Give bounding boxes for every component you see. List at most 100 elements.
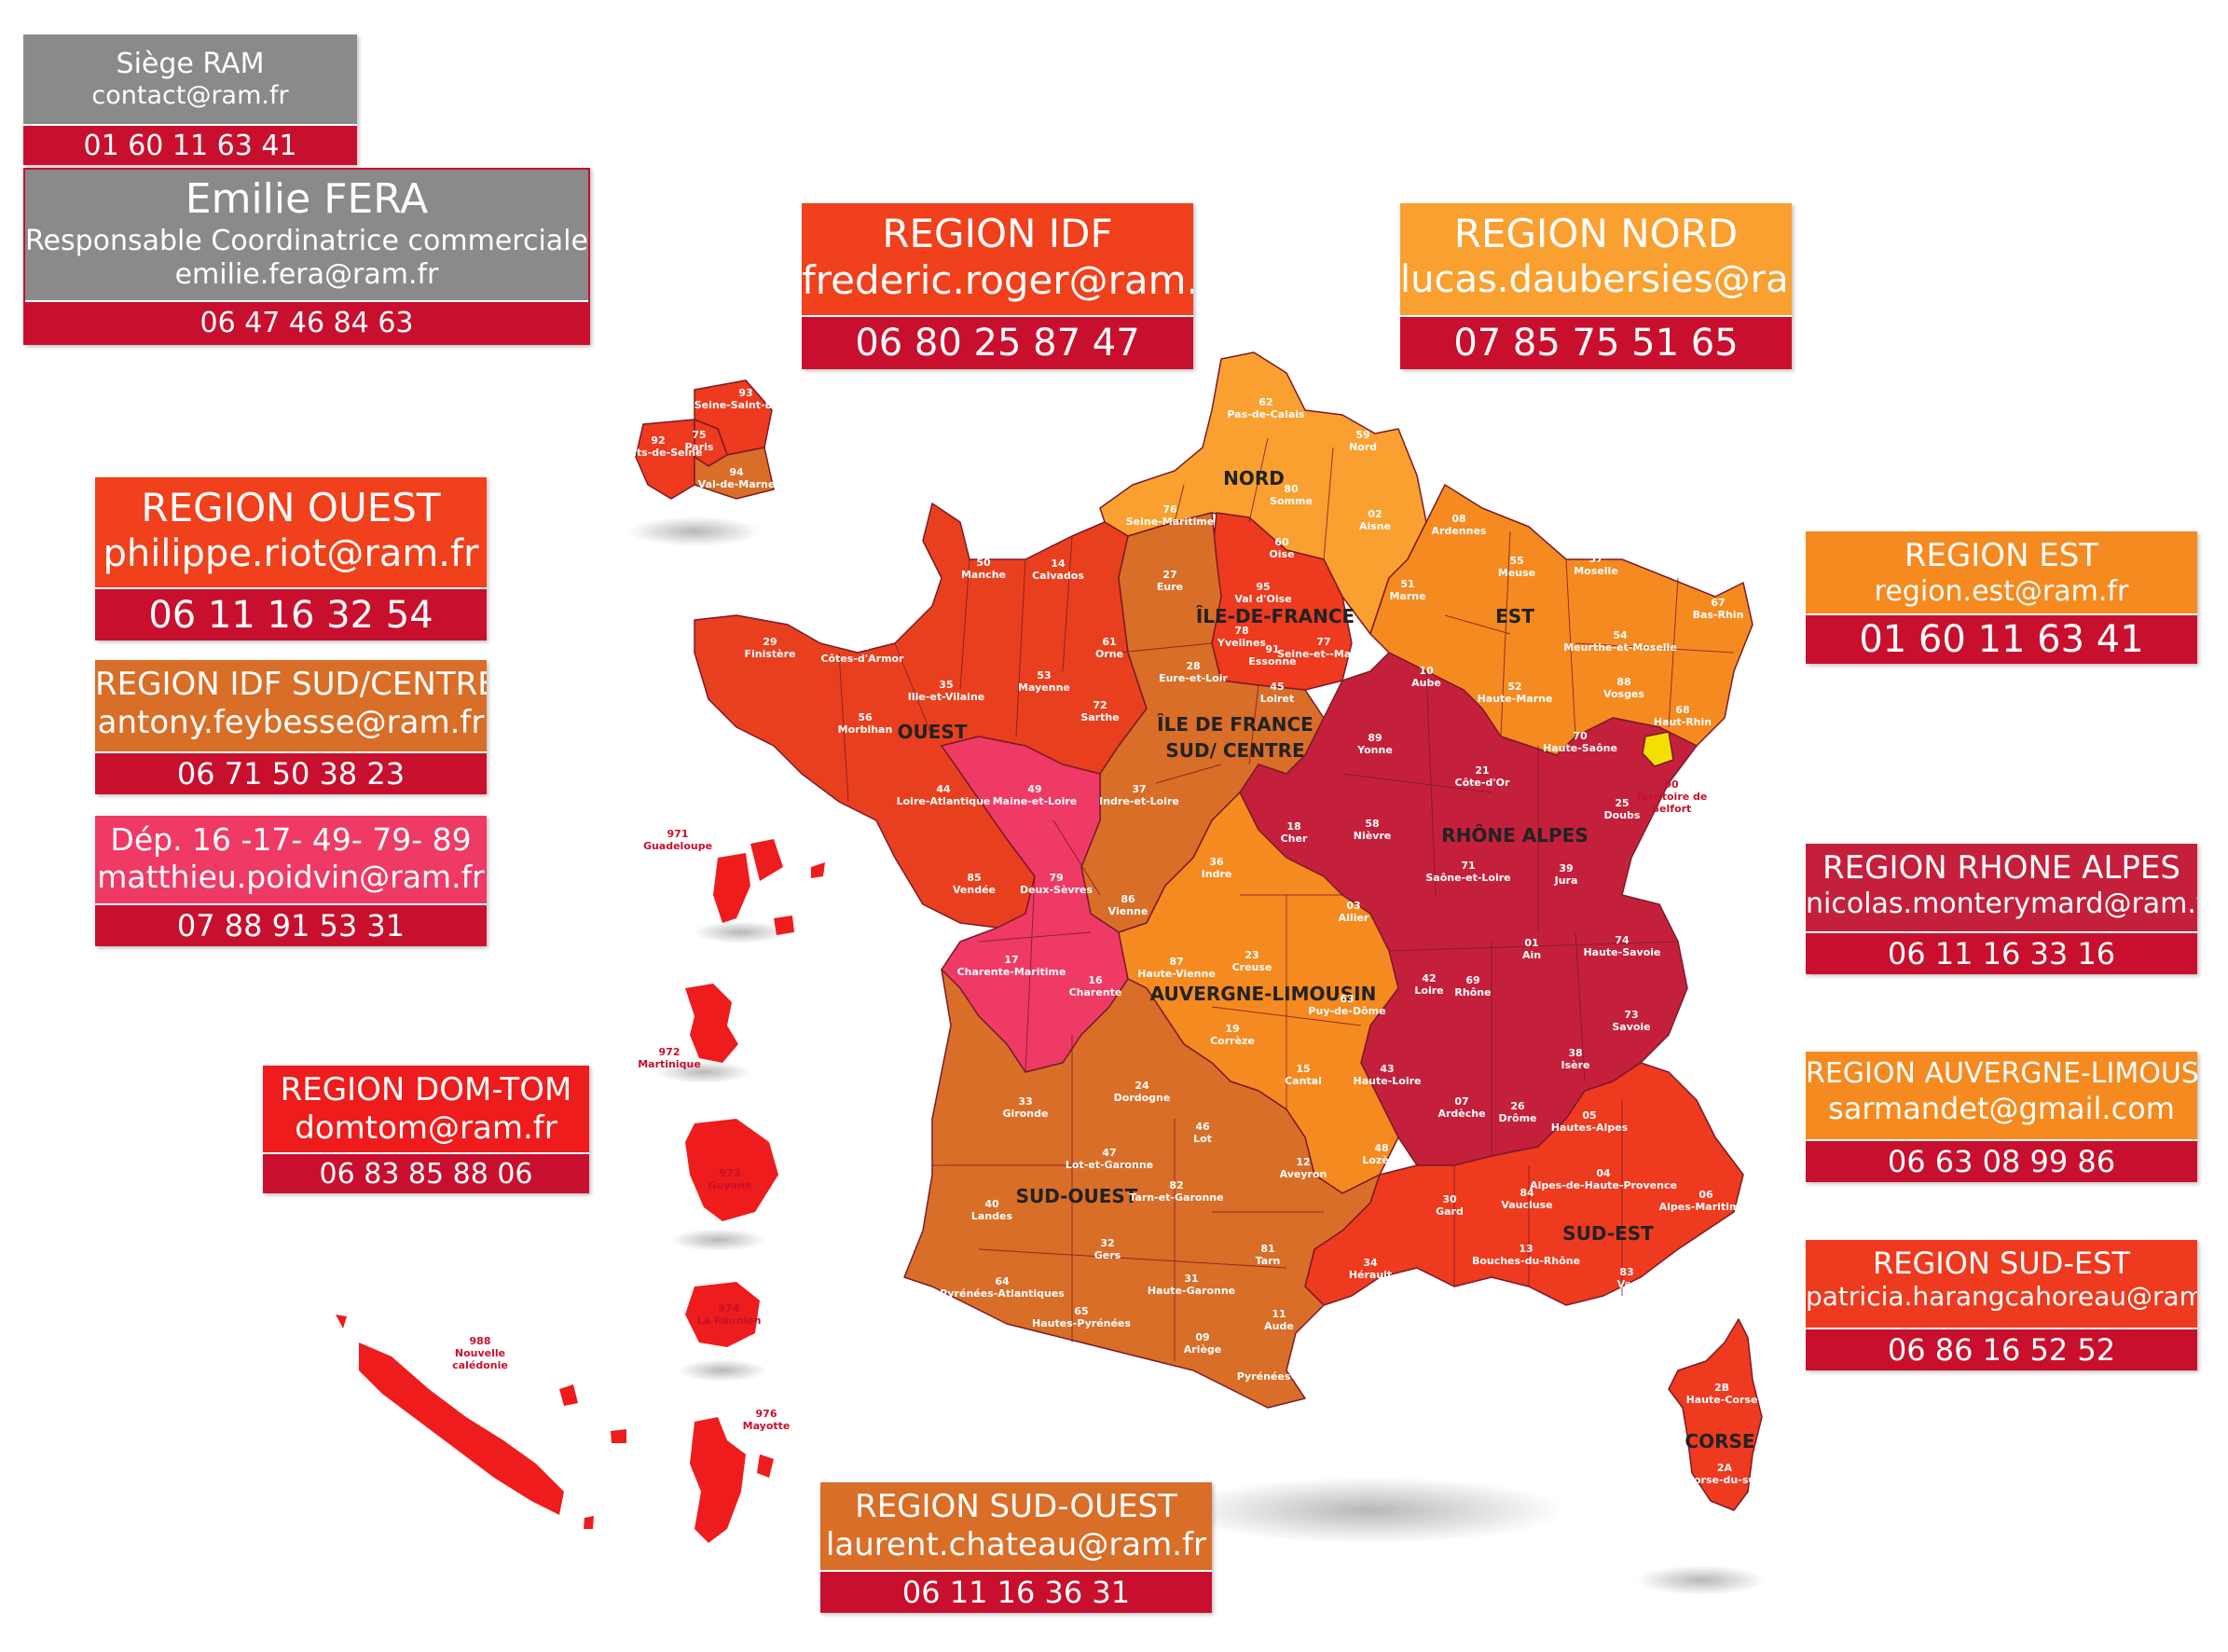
sudest-phone[interactable]: 06 86 16 52 52 — [1806, 1328, 2197, 1370]
dep-label-50: 50 Manche — [961, 557, 1006, 581]
siege-phone[interactable]: 01 60 11 63 41 — [23, 124, 357, 165]
domtom-phone[interactable]: 06 83 85 88 06 — [263, 1152, 589, 1193]
card-sudouest: REGION SUD-OUEST laurent.chateau@ram.fr … — [820, 1482, 1212, 1613]
dep-label-36: 36 Indre — [1202, 856, 1232, 880]
dep-label-37: 37 Indre-et-Loire — [1099, 783, 1179, 807]
dep-label-46: 46 Lot — [1193, 1121, 1212, 1145]
sudest-email[interactable]: patricia.harangcahoreau@ram.fr — [1806, 1281, 2197, 1313]
dep-email[interactable]: matthieu.poidvin@ram.fr — [97, 858, 485, 895]
card-idf-sud-centre: REGION IDF SUD/CENTRE antony.feybesse@ra… — [95, 660, 487, 794]
siege-email[interactable]: contact@ram.fr — [91, 81, 289, 110]
dep-label-87: 87 Haute-Vienne — [1137, 956, 1216, 980]
sudouest-email[interactable]: laurent.chateau@ram.fr — [825, 1525, 1207, 1563]
region-corse-shape[interactable] — [1668, 1318, 1763, 1511]
dep-label-82: 82 Tarn-et-Garonne — [1129, 1179, 1223, 1204]
emilie-phone[interactable]: 06 47 46 84 63 — [25, 300, 588, 343]
dep-label-59: 59 Nord — [1349, 429, 1377, 453]
auvergne-phone[interactable]: 06 63 08 99 86 — [1806, 1139, 2197, 1182]
ouest-email[interactable]: philippe.riot@ram.fr — [103, 532, 479, 576]
nord-email[interactable]: lucas.daubersies@ram.fr — [1400, 258, 1792, 302]
dom-974-shape[interactable] — [685, 1282, 760, 1347]
dep-label-07: 07 Ardèche — [1437, 1095, 1485, 1120]
dom-shadow — [693, 921, 790, 943]
rhone-phone[interactable]: 06 11 16 33 16 — [1806, 931, 2197, 974]
nord-phone[interactable]: 07 85 75 51 65 — [1400, 315, 1792, 369]
dep-label-81: 81 Tarn — [1256, 1243, 1281, 1267]
domtom-email[interactable]: domtom@ram.fr — [295, 1108, 557, 1147]
dep-label-988: 988 Nouvelle calédonie — [452, 1335, 508, 1371]
dom-976-shape[interactable] — [690, 1417, 774, 1543]
emilie-email[interactable]: emilie.fera@ram.fr — [174, 257, 439, 291]
ouest-phone[interactable]: 06 11 16 32 54 — [95, 587, 487, 640]
card-est: REGION EST region.est@ram.fr 01 60 11 63… — [1806, 531, 2197, 664]
dep-label-24: 24 Dordogne — [1114, 1080, 1171, 1104]
dep-phone[interactable]: 07 88 91 53 31 — [95, 903, 487, 946]
est-phone[interactable]: 01 60 11 63 41 — [1806, 613, 2197, 664]
department-borders — [838, 437, 1735, 1361]
region-sud-ouest-shape[interactable] — [903, 969, 1381, 1409]
dep-label-61: 61 Orne — [1095, 636, 1123, 660]
dep-label-08: 08 Ardennes — [1432, 513, 1487, 537]
idf-sud-email[interactable]: antony.feybesse@ram.fr — [97, 703, 485, 741]
dep-label-40: 40 Landes — [971, 1198, 1013, 1222]
dep-label-67: 67 Bas-Rhin — [1693, 597, 1744, 621]
dep-label-974: 974 La Réunion — [696, 1302, 761, 1327]
dep-label-02: 02 Aisne — [1359, 508, 1391, 532]
dep-label-34: 34 Hérault — [1349, 1257, 1392, 1281]
idf-email[interactable]: frederic.roger@ram.fr — [802, 257, 1193, 304]
map-shadow — [1175, 1477, 1566, 1544]
dep-label-69: 69 Rhône — [1454, 974, 1491, 998]
dep-label-44: 44 Loire-Atlantique — [897, 783, 991, 807]
region-label-est: EST — [1495, 605, 1534, 627]
idf-sud-title: REGION IDF SUD/CENTRE — [95, 666, 487, 703]
dep-label-95: 95 Val d'Oise — [1234, 581, 1291, 605]
dep-label-16: 16 Charente — [1069, 974, 1122, 998]
dep-94-shape[interactable] — [694, 447, 775, 500]
dep-label-2A: 2A Corse-du-sud — [1686, 1462, 1763, 1486]
dep-label-73: 73 Savoie — [1612, 1009, 1650, 1033]
dep-label-35: 35 Ille-et-Vilaine — [908, 679, 985, 703]
dep-label-06: 06 Alpes-Maritimes — [1659, 1189, 1754, 1213]
sudest-title: REGION SUD-EST — [1873, 1246, 2130, 1281]
dep-label-49: 49 Maine-et-Loire — [993, 783, 1078, 807]
sudouest-phone[interactable]: 06 11 16 36 31 — [820, 1570, 1212, 1613]
rhone-email[interactable]: nicolas.monterymard@ram.fr — [1806, 887, 2197, 920]
dep-label-38: 38 Isère — [1561, 1047, 1590, 1071]
dep-label-09: 09 Ariège — [1184, 1331, 1222, 1356]
idf-title: REGION IDF — [882, 211, 1113, 256]
dep-label-2B: 2B Haute-Corse — [1686, 1382, 1758, 1406]
card-emilie: Emilie FERA Responsable Coordinatrice co… — [23, 168, 590, 345]
dep-label-15: 15 Cantal — [1285, 1063, 1322, 1087]
dep-label-84: 84 Vaucluse — [1501, 1187, 1552, 1211]
dep-label-47: 47 Lot-et-Garonne — [1066, 1147, 1153, 1171]
dom-973-shape[interactable] — [685, 1119, 778, 1221]
idf-sud-phone[interactable]: 06 71 50 38 23 — [95, 751, 487, 794]
dep-label-79: 79 Deux-Sèvres — [1020, 872, 1093, 896]
dep-label-12: 12 Aveyron — [1280, 1156, 1327, 1180]
dep-label-27: 27 Eure — [1157, 569, 1183, 593]
card-siege: Siège RAM contact@ram.fr 01 60 11 63 41 — [23, 34, 357, 165]
paris-shadow — [627, 516, 762, 546]
corse-shadow — [1636, 1565, 1767, 1595]
domtom-shapes — [336, 839, 825, 1543]
auvergne-email[interactable]: sarmandet@gmail.com — [1828, 1091, 2175, 1126]
est-email[interactable]: region.est@ram.fr — [1874, 574, 2129, 608]
dep-label-58: 58 Nièvre — [1354, 818, 1392, 842]
dep-label-72: 72 Sarthe — [1080, 699, 1119, 723]
dep-90-shape[interactable] — [1642, 731, 1674, 767]
idf-phone[interactable]: 06 80 25 87 47 — [802, 315, 1193, 369]
dep-label-70: 70 Haute-Saône — [1543, 730, 1617, 754]
dep-label-01: 01 Ain — [1522, 937, 1541, 961]
dom-972-shape[interactable] — [685, 984, 738, 1063]
dep-label-48: 48 Lozère — [1362, 1142, 1400, 1166]
dep-label-66: 66 Pyrénées-Orientales — [1237, 1358, 1355, 1383]
dom-971-shape[interactable] — [713, 839, 825, 935]
auvergne-title: REGION AUVERGNE-LIMOUSIN — [1806, 1057, 2197, 1090]
dep-label-78: 78 Yvelines — [1217, 625, 1266, 649]
rhone-title: REGION RHONE ALPES — [1822, 849, 2180, 887]
dep-label-90: 90 Territoire de Belfort — [1636, 778, 1708, 815]
dep-92-shape[interactable] — [635, 419, 695, 500]
card-idf: REGION IDF frederic.roger@ram.fr 06 80 2… — [802, 203, 1193, 369]
dep-label-10: 10 Aube — [1411, 665, 1441, 689]
dep-label-62: 62 Pas-de-Calais — [1227, 396, 1305, 420]
